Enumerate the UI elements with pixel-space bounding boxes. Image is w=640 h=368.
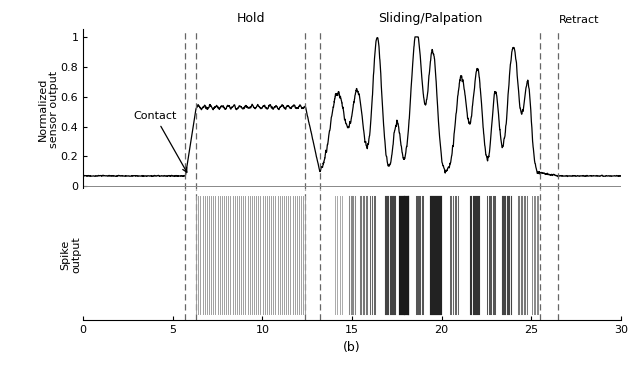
- Text: Hold: Hold: [237, 12, 265, 25]
- Text: (a): (a): [343, 202, 361, 215]
- Text: Sliding/Palpation: Sliding/Palpation: [378, 12, 482, 25]
- Y-axis label: Spike
output: Spike output: [60, 236, 82, 273]
- Text: Retract: Retract: [559, 15, 600, 25]
- X-axis label: (b): (b): [343, 340, 361, 354]
- Text: Contact: Contact: [133, 111, 187, 172]
- Y-axis label: Normalized
sensor output: Normalized sensor output: [38, 71, 60, 148]
